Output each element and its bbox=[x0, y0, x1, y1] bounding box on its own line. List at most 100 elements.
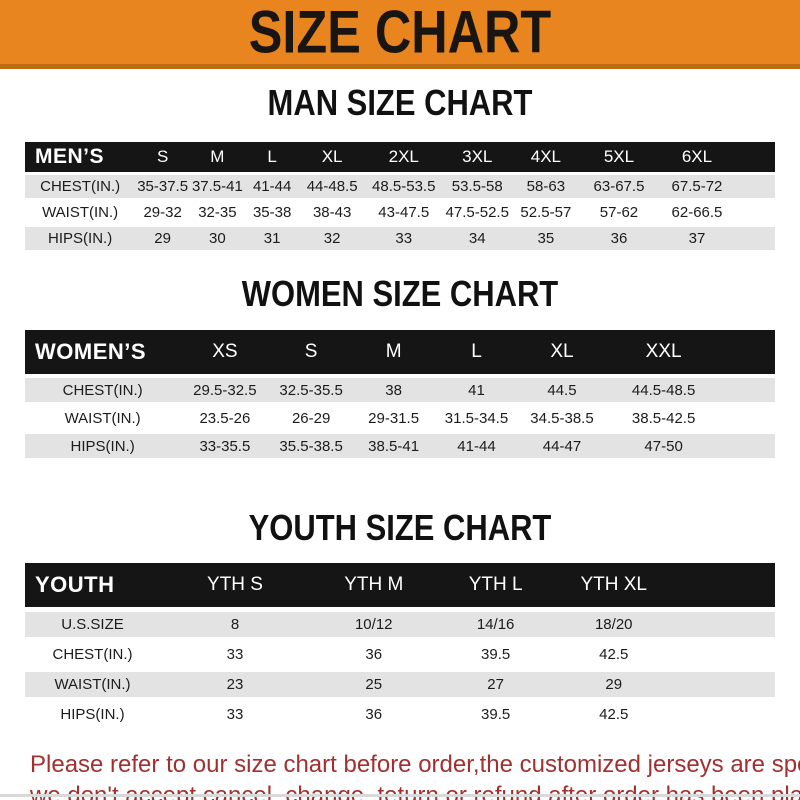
measurement-value: 44-48.5 bbox=[299, 175, 365, 198]
measurement-value: 33 bbox=[364, 227, 443, 250]
measurement-label: HIPS(IN.) bbox=[25, 434, 181, 458]
measurement-value: 27 bbox=[437, 672, 554, 697]
measurement-value: 29-31.5 bbox=[352, 406, 435, 430]
measurement-value: 29 bbox=[553, 672, 674, 697]
measurement-label: WAIST(IN.) bbox=[25, 406, 181, 430]
men-size-section: MAN SIZE CHART MEN’S S M L XL 2XL 3XL 4XL 5XL 6XL C… bbox=[0, 85, 800, 253]
size-column-header: 4XL bbox=[511, 142, 580, 172]
spacer-cell bbox=[721, 434, 775, 458]
size-column-header: M bbox=[190, 142, 245, 172]
measurement-value: 23 bbox=[160, 672, 310, 697]
measurement-value: 44.5-48.5 bbox=[605, 378, 722, 402]
spacer-cell bbox=[673, 672, 775, 697]
measurement-value: 38-43 bbox=[299, 201, 365, 224]
size-column-header: XS bbox=[180, 330, 270, 374]
size-column-header: XL bbox=[299, 142, 365, 172]
size-column-header: 6XL bbox=[657, 142, 736, 172]
measurement-value: 37.5-41 bbox=[190, 175, 245, 198]
measurement-value: 29-32 bbox=[135, 201, 190, 224]
size-column-header: YTH M bbox=[310, 563, 438, 607]
youth-size-table: YOUTH YTH S YTH M YTH L YTH XL U.S.SIZE 8 10/12… bbox=[25, 558, 775, 732]
spacer-cell bbox=[735, 175, 775, 198]
banner: SIZE CHART bbox=[0, 0, 800, 69]
size-column-header: S bbox=[269, 330, 353, 374]
notice-line-1: Please refer to our size chart before or… bbox=[30, 751, 800, 778]
notice-line-2: we don't accept cancel, change, teturn o… bbox=[30, 782, 800, 800]
size-header-row: YOUTH YTH S YTH M YTH L YTH XL bbox=[25, 563, 775, 607]
measurement-value: 33 bbox=[160, 702, 310, 727]
measurement-value: 42.5 bbox=[553, 642, 674, 667]
measurement-value: 14/16 bbox=[437, 612, 554, 637]
men-header-label: MEN’S bbox=[25, 142, 136, 172]
women-header-label: WOMEN’S bbox=[25, 330, 181, 374]
measurement-value: 8 bbox=[160, 612, 310, 637]
measurement-value: 36 bbox=[310, 702, 438, 727]
size-column-header: 5XL bbox=[579, 142, 658, 172]
spacer-cell bbox=[673, 612, 775, 637]
size-header-row: WOMEN’S XS S M L XL XXL bbox=[25, 330, 775, 374]
spacer-cell bbox=[721, 378, 775, 402]
measurement-value: 39.5 bbox=[437, 702, 554, 727]
measurement-value: 48.5-53.5 bbox=[364, 175, 443, 198]
measurement-row: WAIST(IN.) 23.5-26 26-29 29-31.5 31.5-34.5 34… bbox=[25, 406, 775, 430]
measurement-value: 31 bbox=[244, 227, 300, 250]
measurement-row: WAIST(IN.) 23 25 27 29 bbox=[25, 672, 775, 697]
measurement-value: 38.5-42.5 bbox=[605, 406, 722, 430]
bottom-edge-divider bbox=[0, 794, 800, 797]
spacer-cell bbox=[735, 142, 775, 172]
measurement-label: WAIST(IN.) bbox=[25, 672, 160, 697]
measurement-value: 38 bbox=[352, 378, 435, 402]
measurement-value: 43-47.5 bbox=[364, 201, 443, 224]
men-size-table: MEN’S S M L XL 2XL 3XL 4XL 5XL 6XL CHEST(IN.) 35-37… bbox=[25, 139, 775, 253]
measurement-value: 42.5 bbox=[553, 702, 674, 727]
measurement-value: 37 bbox=[657, 227, 736, 250]
page-title: SIZE CHART bbox=[248, 0, 552, 66]
measurement-row: CHEST(IN.) 29.5-32.5 32.5-35.5 38 41 44.5 44.5… bbox=[25, 378, 775, 402]
spacer-cell bbox=[673, 642, 775, 667]
measurement-value: 32.5-35.5 bbox=[269, 378, 353, 402]
measurement-value: 62-66.5 bbox=[657, 201, 736, 224]
measurement-value: 32-35 bbox=[190, 201, 245, 224]
measurement-value: 38.5-41 bbox=[352, 434, 435, 458]
measurement-value: 30 bbox=[190, 227, 245, 250]
measurement-label: CHEST(IN.) bbox=[25, 175, 136, 198]
measurement-value: 41-44 bbox=[434, 434, 519, 458]
measurement-value: 34.5-38.5 bbox=[518, 406, 606, 430]
measurement-value: 39.5 bbox=[437, 642, 554, 667]
women-size-section: WOMEN SIZE CHART WOMEN’S XS S M L XL XXL CHEST(I… bbox=[0, 276, 800, 462]
measurement-value: 29.5-32.5 bbox=[180, 378, 270, 402]
size-chart-sections: MAN SIZE CHART MEN’S S M L XL 2XL 3XL 4XL 5XL 6XL C… bbox=[0, 85, 800, 732]
size-column-header: 3XL bbox=[442, 142, 512, 172]
measurement-row: U.S.SIZE 8 10/12 14/16 18/20 bbox=[25, 612, 775, 637]
size-column-header: L bbox=[244, 142, 300, 172]
measurement-value: 63-67.5 bbox=[579, 175, 658, 198]
measurement-row: CHEST(IN.) 33 36 39.5 42.5 bbox=[25, 642, 775, 667]
measurement-row: WAIST(IN.) 29-32 32-35 35-38 38-43 43-47.5 47.… bbox=[25, 201, 775, 224]
size-column-header: M bbox=[352, 330, 435, 374]
measurement-label: WAIST(IN.) bbox=[25, 201, 136, 224]
size-header-row: MEN’S S M L XL 2XL 3XL 4XL 5XL 6XL bbox=[25, 142, 775, 172]
measurement-value: 29 bbox=[135, 227, 190, 250]
measurement-row: HIPS(IN.) 33-35.5 35.5-38.5 38.5-41 41-44 44-… bbox=[25, 434, 775, 458]
measurement-value: 32 bbox=[299, 227, 365, 250]
measurement-value: 23.5-26 bbox=[180, 406, 270, 430]
measurement-value: 47.5-52.5 bbox=[442, 201, 512, 224]
measurement-value: 36 bbox=[310, 642, 438, 667]
measurement-value: 33-35.5 bbox=[180, 434, 270, 458]
size-column-header: S bbox=[135, 142, 190, 172]
measurement-row: HIPS(IN.) 33 36 39.5 42.5 bbox=[25, 702, 775, 727]
measurement-value: 26-29 bbox=[269, 406, 353, 430]
measurement-label: HIPS(IN.) bbox=[25, 702, 160, 727]
measurement-value: 47-50 bbox=[605, 434, 722, 458]
size-column-header: XL bbox=[518, 330, 606, 374]
measurement-value: 18/20 bbox=[553, 612, 674, 637]
spacer-cell bbox=[673, 563, 775, 607]
measurement-value: 35-37.5 bbox=[135, 175, 190, 198]
measurement-row: CHEST(IN.) 35-37.5 37.5-41 41-44 44-48.5 48.5… bbox=[25, 175, 775, 198]
measurement-value: 58-63 bbox=[511, 175, 580, 198]
size-column-header: L bbox=[434, 330, 519, 374]
size-column-header: XXL bbox=[605, 330, 722, 374]
footer-notice: Please refer to our size chart before or… bbox=[30, 749, 800, 800]
measurement-label: CHEST(IN.) bbox=[25, 378, 181, 402]
measurement-value: 34 bbox=[442, 227, 512, 250]
